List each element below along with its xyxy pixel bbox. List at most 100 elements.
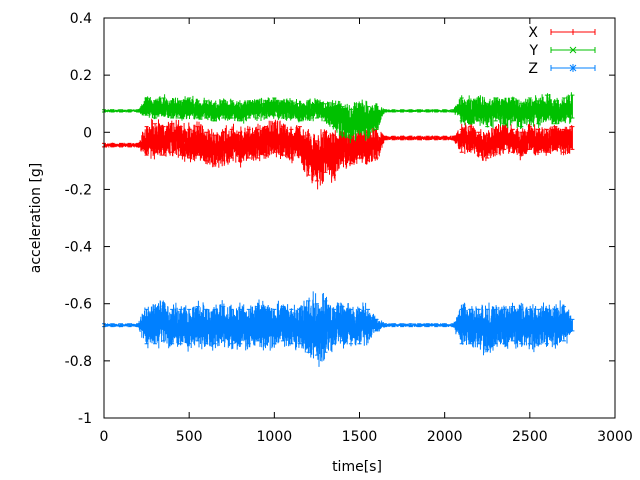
error-bar (246, 308, 251, 345)
error-bar (170, 100, 175, 119)
error-bar (493, 128, 498, 153)
y-tick-label: -0.2 (65, 182, 92, 198)
error-bar (238, 131, 243, 162)
error-bar (459, 128, 464, 153)
error-bar (468, 126, 473, 150)
x-tick-label: 1500 (342, 429, 378, 445)
error-bar (178, 100, 183, 119)
error-bar (289, 100, 294, 119)
error-bar (510, 97, 515, 122)
error-bar (280, 126, 285, 156)
error-bar (536, 128, 541, 153)
error-bar (561, 306, 566, 342)
x-tick-label: 2000 (427, 429, 463, 445)
error-bar (195, 126, 200, 156)
error-bar (502, 100, 507, 125)
error-bar (204, 308, 209, 345)
error-bar (425, 323, 430, 328)
error-bar (289, 308, 294, 345)
error-bar (459, 308, 464, 345)
y-tick-label: 0 (83, 125, 92, 141)
error-bar (280, 306, 285, 342)
x-tick-label: 500 (176, 429, 203, 445)
plot-frame (103, 17, 616, 419)
error-bar (383, 109, 388, 113)
error-bar (434, 109, 439, 113)
y-tick-label: -0.4 (65, 240, 92, 256)
error-bar (110, 323, 115, 328)
series-noise-band (103, 291, 573, 367)
error-bar (561, 97, 566, 122)
error-bar (408, 323, 413, 328)
error-bar (570, 126, 575, 150)
error-bar (536, 100, 541, 125)
error-bar (127, 323, 132, 328)
error-bar (127, 142, 132, 148)
error-bar (195, 306, 200, 342)
error-bar (442, 135, 447, 141)
error-bar (136, 142, 141, 148)
error-bar (348, 108, 353, 139)
error-bar (434, 323, 439, 328)
error-bar (527, 308, 532, 345)
error-bar (391, 135, 396, 141)
error-bar (306, 300, 311, 353)
error-bar (144, 126, 149, 156)
error-bar (229, 128, 234, 159)
error-bar (425, 109, 430, 113)
error-bar (510, 128, 515, 153)
error-bar (161, 126, 166, 156)
error-bar (536, 308, 541, 345)
error-bar (153, 308, 158, 345)
error-bar (451, 109, 456, 113)
error-bar (314, 303, 319, 356)
error-bar (331, 134, 336, 176)
error-bar (561, 128, 566, 153)
x-tick-label: 2500 (512, 429, 548, 445)
legend: XYZ (528, 25, 596, 77)
error-bar (187, 308, 192, 345)
error-bar (229, 100, 234, 119)
error-bar (212, 308, 217, 345)
error-bar (374, 106, 379, 130)
error-bar (144, 97, 149, 116)
error-bar (314, 100, 319, 119)
error-bar (383, 323, 388, 328)
error-bar (221, 100, 226, 119)
y-tick-label: 0.4 (70, 11, 92, 27)
error-bar (357, 308, 362, 345)
x-tick-label: 1000 (257, 429, 293, 445)
error-bar (306, 100, 311, 119)
y-tick-label: -1 (78, 411, 92, 427)
error-bar (570, 318, 575, 332)
error-bar (544, 128, 549, 153)
error-bar (238, 308, 243, 345)
error-bar (417, 135, 422, 141)
error-bar (417, 109, 422, 113)
error-bar (119, 323, 124, 328)
error-bar (178, 126, 183, 156)
error-bar (476, 97, 481, 122)
error-bar (485, 308, 490, 350)
error-bar (323, 103, 328, 122)
error-bar (366, 308, 371, 339)
error-bar (374, 318, 379, 332)
error-bar (434, 135, 439, 141)
error-bar (391, 109, 396, 113)
error-bar (127, 109, 132, 113)
error-bar (331, 103, 336, 128)
error-bar (408, 109, 413, 113)
error-bar (502, 308, 507, 345)
error-bar (468, 308, 473, 345)
error-bar (442, 323, 447, 328)
error-bar (476, 131, 481, 156)
error-bar (527, 97, 532, 122)
error-bar (170, 308, 175, 345)
error-bar (110, 109, 115, 113)
error-bar (263, 100, 268, 119)
error-bar (170, 123, 175, 153)
error-bar (204, 131, 209, 162)
x-axis-label: time[s] (332, 459, 382, 475)
error-bar (119, 109, 124, 113)
